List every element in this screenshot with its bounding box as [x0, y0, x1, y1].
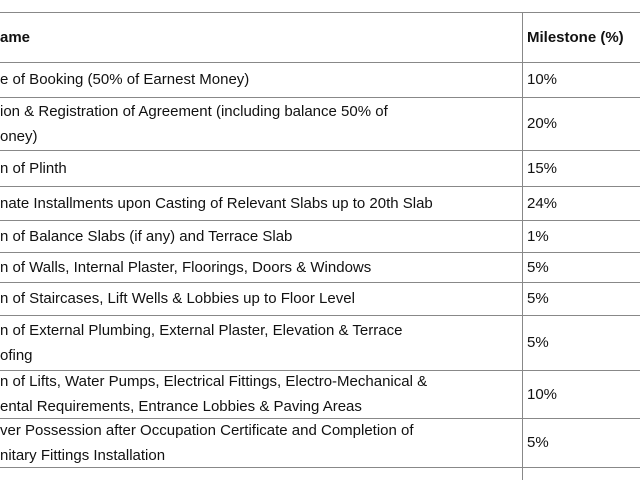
description-cell: n of Plinth	[0, 150, 518, 186]
milestone-value: 10%	[527, 385, 558, 403]
row-border	[0, 418, 640, 419]
milestone-cell: 10%	[527, 62, 640, 97]
row-border	[0, 252, 640, 253]
milestone-cell: 5%	[527, 315, 640, 370]
description-cell: nate Installments upon Casting of Releva…	[0, 186, 518, 220]
description-cell: n of Balance Slabs (if any) and Terrace …	[0, 220, 518, 252]
description-cell: n of Staircases, Lift Wells & Lobbies up…	[0, 282, 518, 315]
description-cell: n of External Plumbing, External Plaster…	[0, 315, 518, 370]
milestone-cell: 5%	[527, 418, 640, 467]
milestone-value: 5%	[527, 334, 549, 351]
description-cell: e of Booking (50% of Earnest Money)	[0, 62, 518, 97]
description-cell: n of Lifts, Water Pumps, Electrical Fitt…	[0, 370, 518, 418]
row-border	[0, 12, 640, 13]
milestone-cell: 24%	[527, 186, 640, 220]
description-line: nate Installments upon Casting of Releva…	[0, 194, 433, 212]
row-border	[0, 282, 640, 283]
row-border	[0, 186, 640, 187]
milestone-value: 15%	[527, 159, 558, 177]
description-line: n of Staircases, Lift Wells & Lobbies up…	[0, 290, 355, 307]
description-line: e of Booking (50% of Earnest Money)	[0, 71, 250, 88]
header-cell: ame	[0, 12, 518, 62]
column-border	[522, 12, 523, 480]
description-line: ental Requirements, Entrance Lobbies & P…	[0, 398, 362, 415]
milestone-value: 5%	[527, 434, 549, 451]
description-line: n of Walls, Internal Plaster, Floorings,…	[0, 258, 372, 276]
milestone-value: 10%	[527, 71, 558, 88]
description-cell: ver Possession after Occupation Certific…	[0, 418, 518, 467]
description-line: ion & Registration of Agreement (includi…	[0, 102, 388, 120]
milestone-cell: 5%	[527, 252, 640, 282]
milestone-value: 20%	[527, 115, 558, 132]
description-line: n of External Plumbing, External Plaster…	[0, 321, 403, 339]
header-text: ame	[0, 28, 31, 46]
milestone-value: 1%	[527, 227, 549, 245]
milestone-cell: 10%	[527, 370, 640, 418]
description-cell: n of Walls, Internal Plaster, Floorings,…	[0, 252, 518, 282]
description-line: ver Possession after Occupation Certific…	[0, 421, 414, 439]
milestone-value: 5%	[527, 290, 549, 307]
description-line: ofing	[0, 346, 33, 364]
row-border	[0, 150, 640, 151]
row-border	[0, 97, 640, 98]
milestone-cell: 5%	[527, 282, 640, 315]
row-border	[0, 370, 640, 371]
header-text: Milestone (%)	[527, 28, 624, 46]
milestone-value: 5%	[527, 258, 549, 276]
description-line: n of Plinth	[0, 159, 67, 177]
description-line: nitary Fittings Installation	[0, 446, 166, 464]
milestone-cell: 1%	[527, 220, 640, 252]
milestone-value: 24%	[527, 194, 558, 212]
row-border	[0, 62, 640, 63]
row-border	[0, 467, 640, 468]
row-border	[0, 220, 640, 221]
description-line: n of Balance Slabs (if any) and Terrace …	[0, 227, 293, 245]
header-cell: Milestone (%)	[527, 12, 640, 62]
description-cell: ion & Registration of Agreement (includi…	[0, 97, 518, 150]
row-border	[0, 315, 640, 316]
description-line: oney)	[0, 127, 38, 145]
milestone-cell: 15%	[527, 150, 640, 186]
milestone-cell: 20%	[527, 97, 640, 150]
description-line: n of Lifts, Water Pumps, Electrical Fitt…	[0, 373, 428, 390]
